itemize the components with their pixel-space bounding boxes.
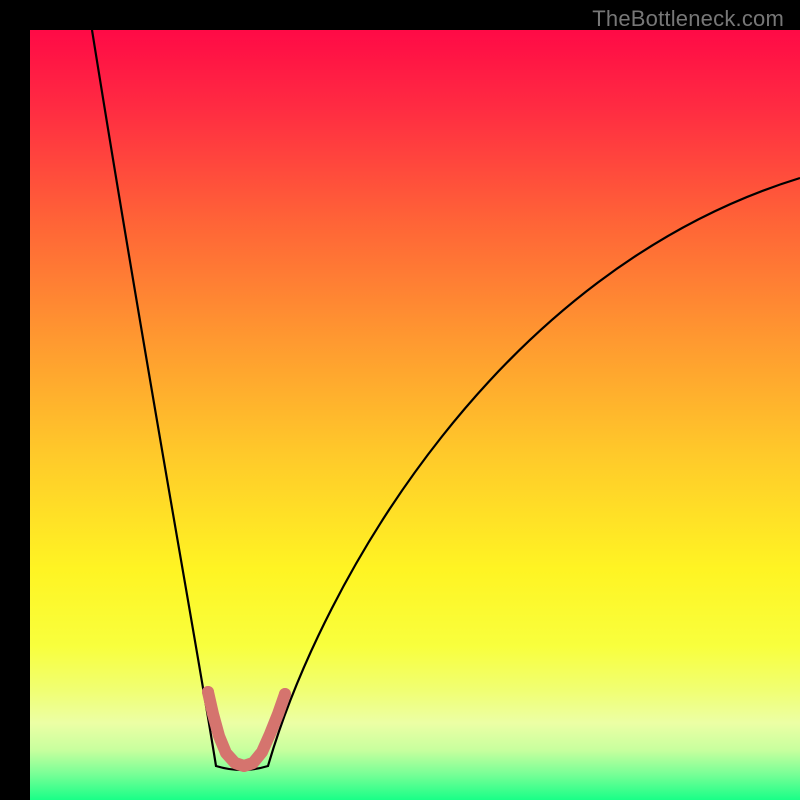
notch-marker-endpoint (202, 686, 214, 698)
watermark-text: TheBottleneck.com (592, 6, 784, 32)
chart-background (30, 30, 800, 800)
notch-marker-endpoint (279, 688, 291, 700)
bottleneck-curve-chart (30, 30, 800, 800)
chart-frame: TheBottleneck.com (0, 0, 800, 800)
plot-area (30, 30, 800, 800)
